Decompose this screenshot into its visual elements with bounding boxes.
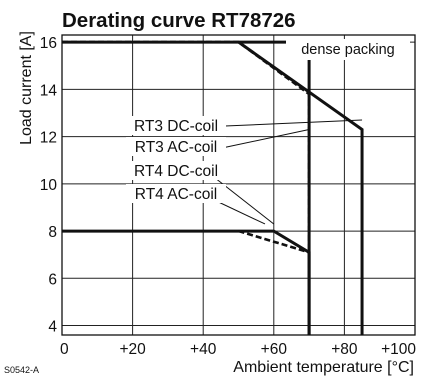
tick-labels: 0 +20 +40 +60 +80 +100 4 6 8 10 12 14 16 <box>40 35 417 358</box>
legend-label-background <box>126 137 226 156</box>
legend-label: RT3 AC-coil <box>135 139 217 156</box>
x-tick-label: +20 <box>119 341 146 358</box>
plot-frame <box>61 34 416 336</box>
derating-curve <box>238 229 310 254</box>
x-tick-label: +40 <box>190 341 217 358</box>
y-axis-label: Load current [A] <box>18 31 35 145</box>
y-tick-label: 4 <box>48 319 57 336</box>
callout-line <box>221 128 310 149</box>
y-tick-label: 14 <box>40 82 58 99</box>
y-tick-label: 10 <box>40 177 58 194</box>
legend-label: RT4 DC-coil <box>134 163 218 180</box>
figure-code: S0542-A <box>4 365 39 375</box>
legend-label: RT4 AC-coil <box>135 186 217 203</box>
derating-curve <box>237 40 364 335</box>
annotation-dense-packing: dense packing <box>301 42 395 58</box>
callout-line <box>224 119 363 127</box>
y-tick-label: 8 <box>48 224 57 241</box>
x-tick-label: +60 <box>261 341 288 358</box>
x-tick-label: +100 <box>381 341 416 358</box>
x-axis-label: Ambient temperature [°C] <box>233 359 414 376</box>
x-tick-label: +80 <box>331 341 358 358</box>
x-tick-label: 0 <box>60 341 69 358</box>
chart-title: Derating curve RT78726 <box>62 9 296 32</box>
legend-label-background <box>126 184 226 203</box>
legend-label-background <box>126 116 226 135</box>
y-tick-label: 12 <box>40 130 57 147</box>
annotation-background <box>286 39 410 60</box>
legend-labels: RT3 DC-coil RT3 AC-coil RT4 DC-coil RT4 AC-… <box>126 116 226 203</box>
derating-curve <box>62 229 311 335</box>
y-tick-label: 16 <box>40 35 57 52</box>
y-tick-label: 6 <box>48 271 57 288</box>
callout-lines <box>209 119 363 225</box>
callout-line <box>209 173 275 225</box>
legend-label-background <box>126 161 226 180</box>
legend-label: RT3 DC-coil <box>134 118 218 135</box>
